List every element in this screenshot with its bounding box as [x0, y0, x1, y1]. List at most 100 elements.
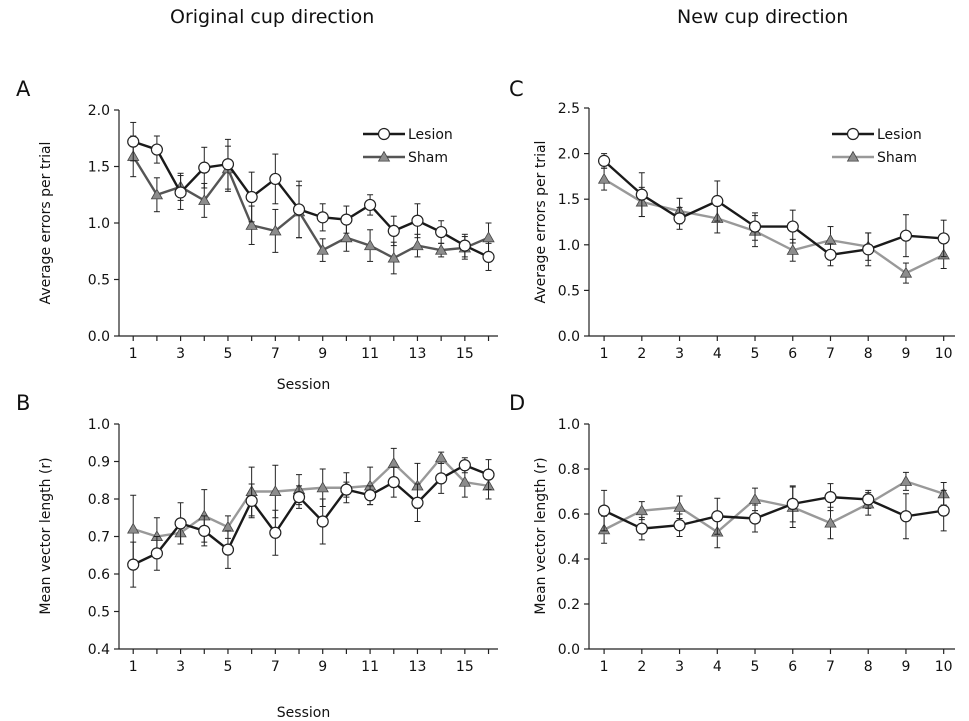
- panel-d: D 0.0 0.2 0.4 0.6 0.8 1.0 1 2 3 4 5 6 7 8 9 10 Mean vecto…: [509, 391, 955, 675]
- y-tick-label: 1.5: [558, 192, 580, 208]
- y-tick-label: 1.0: [558, 238, 580, 254]
- panel-letter: D: [509, 391, 525, 415]
- legend-marker-sham: [377, 150, 391, 162]
- data-point-circle: [150, 547, 163, 560]
- data-point-circle: [748, 512, 762, 525]
- x-tick-label: 8: [864, 346, 873, 362]
- x-tick-label: 3: [675, 659, 684, 675]
- x-tick-label: 1: [600, 659, 609, 675]
- y-tick-label: 0.2: [558, 597, 580, 613]
- x-tick-label: 1: [129, 659, 138, 675]
- data-point-circle: [387, 476, 400, 489]
- y-tick-label: 1.5: [88, 160, 110, 176]
- series-line: [132, 140, 490, 258]
- data-point-triangle: [316, 243, 329, 255]
- series-line: [603, 160, 944, 257]
- data-point-circle: [673, 519, 686, 532]
- data-point-circle: [937, 232, 950, 245]
- data-point-triangle: [340, 231, 353, 243]
- x-tick-label: 5: [224, 346, 233, 362]
- y-tick-label: 0.5: [88, 273, 110, 289]
- y-tick-label: 0.0: [88, 329, 110, 345]
- legend: Lesion Sham: [363, 127, 453, 166]
- series-line: [132, 155, 489, 260]
- data-point-triangle: [434, 451, 448, 463]
- x-tick-label: 3: [176, 659, 185, 675]
- data-point-triangle: [363, 239, 377, 251]
- data-point-circle: [824, 248, 837, 261]
- x-tick-label: 2: [637, 346, 646, 362]
- data-point-circle: [786, 220, 799, 233]
- y-axis-label: Mean vector length (r): [533, 457, 549, 614]
- y-tick-label: 1.0: [558, 417, 580, 433]
- panel-letter: B: [16, 391, 30, 415]
- data-point-triangle: [411, 239, 424, 251]
- data-point-circle: [482, 250, 495, 263]
- series-line: [603, 495, 944, 530]
- y-tick-label: 0.5: [88, 605, 110, 621]
- series-lesion: [597, 153, 950, 267]
- data-point-triangle: [748, 493, 762, 504]
- data-point-circle: [862, 243, 875, 256]
- legend-marker-lesion: [377, 127, 391, 141]
- left-column-title: Original cup direction: [170, 6, 375, 28]
- data-point-circle: [316, 211, 329, 224]
- x-tick-label: 6: [788, 346, 797, 362]
- x-tick-label: 10: [935, 346, 953, 362]
- data-point-triangle: [387, 251, 400, 263]
- y-tick-label: 2.0: [558, 147, 580, 163]
- y-tick-label: 0.8: [88, 492, 110, 508]
- data-point-circle: [862, 493, 875, 506]
- y-axis-label: Average errors per trial: [38, 142, 54, 305]
- data-point-circle: [269, 172, 282, 186]
- x-tick-label: 1: [129, 346, 138, 362]
- data-point-triangle: [434, 243, 448, 255]
- data-point-triangle: [150, 188, 164, 200]
- x-tick-label: 13: [409, 346, 427, 362]
- series-lesion: [127, 121, 495, 271]
- data-point-circle: [748, 220, 762, 233]
- data-point-circle: [411, 214, 424, 227]
- x-tick-label: 4: [713, 659, 722, 675]
- data-point-circle: [597, 504, 611, 517]
- data-point-circle: [363, 198, 377, 212]
- data-point-circle: [245, 190, 258, 204]
- y-tick-label: 0.6: [558, 507, 580, 523]
- x-tick-label: 9: [901, 659, 910, 675]
- data-point-circle: [411, 496, 424, 509]
- y-axis-label: Mean vector length (r): [38, 457, 54, 614]
- data-point-circle: [174, 517, 187, 530]
- data-point-triangle: [673, 500, 686, 512]
- x-tick-label: 2: [637, 659, 646, 675]
- right-column-title: New cup direction: [677, 6, 849, 28]
- y-tick-label: 0.9: [88, 455, 110, 471]
- data-point-triangle: [387, 457, 400, 468]
- data-point-triangle: [127, 522, 140, 534]
- data-point-circle: [245, 494, 258, 507]
- data-point-circle: [127, 135, 140, 148]
- data-point-circle: [269, 526, 282, 539]
- series-lesion: [597, 483, 950, 541]
- data-point-circle: [899, 510, 913, 523]
- x-tick-label: 9: [901, 346, 910, 362]
- data-point-circle: [899, 229, 913, 242]
- x-tick-label: 9: [318, 346, 327, 362]
- y-tick-label: 0.0: [558, 642, 580, 658]
- y-tick-label: 0.8: [558, 462, 580, 478]
- data-point-circle: [174, 186, 187, 199]
- legend: Lesion Sham: [832, 127, 922, 166]
- data-point-circle: [435, 225, 448, 239]
- data-point-circle: [340, 213, 353, 226]
- data-point-circle: [711, 510, 724, 523]
- data-point-circle: [824, 491, 837, 504]
- x-tick-label: 15: [456, 346, 474, 362]
- y-tick-label: 0.0: [558, 329, 580, 345]
- y-tick-label: 2.5: [558, 101, 580, 117]
- x-tick-label: 5: [751, 659, 760, 675]
- x-tick-label: 11: [361, 659, 379, 675]
- data-point-circle: [711, 194, 724, 208]
- data-point-circle: [635, 522, 648, 535]
- data-point-triangle: [899, 266, 913, 278]
- series-line: [132, 463, 489, 566]
